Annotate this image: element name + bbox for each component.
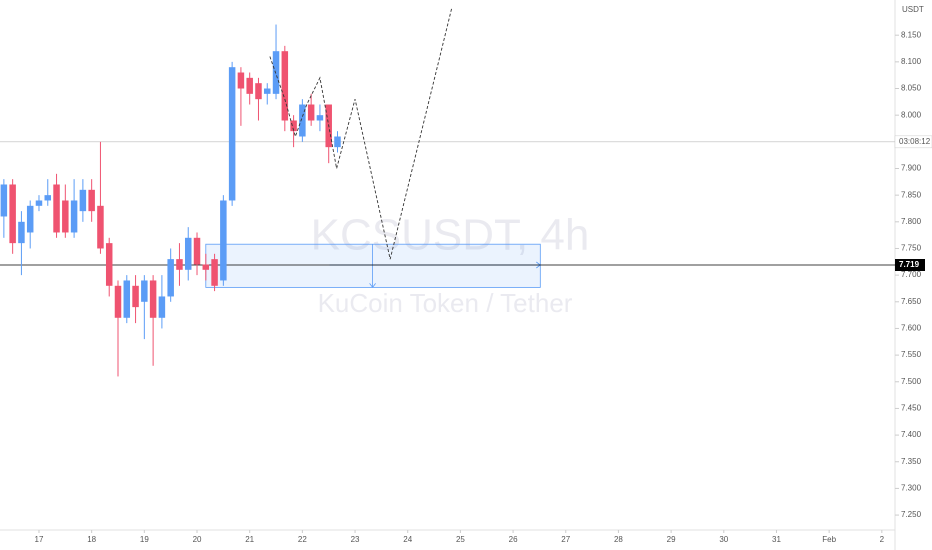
x-tick-label: 23 bbox=[351, 535, 360, 544]
candle-body bbox=[264, 88, 271, 94]
y-tick-label: 7.650 bbox=[901, 297, 922, 306]
x-tick-label: 31 bbox=[772, 535, 781, 544]
candle-body bbox=[167, 259, 174, 297]
y-tick-label: 7.350 bbox=[901, 457, 922, 466]
candle-body bbox=[281, 51, 289, 121]
price-label: 7.719 bbox=[899, 260, 920, 269]
candle-body bbox=[211, 259, 218, 286]
y-tick-label: 7.300 bbox=[901, 484, 922, 493]
x-tick-label: 19 bbox=[140, 535, 149, 544]
x-tick-label: 20 bbox=[193, 535, 202, 544]
x-tick-label: Feb bbox=[822, 535, 836, 544]
candle-body bbox=[97, 205, 104, 249]
candle-body bbox=[202, 264, 210, 270]
candle-body bbox=[132, 285, 139, 308]
x-tick-label: 25 bbox=[456, 535, 465, 544]
candle-body bbox=[35, 200, 43, 206]
countdown-box bbox=[894, 135, 932, 149]
y-tick-label: 7.750 bbox=[901, 244, 922, 253]
candle-body bbox=[149, 280, 157, 318]
y-tick-label: 7.600 bbox=[901, 324, 922, 333]
y-tick-label: 8.000 bbox=[901, 110, 922, 119]
candle-body bbox=[176, 259, 183, 270]
candle-body bbox=[272, 51, 280, 94]
candle-body bbox=[255, 83, 262, 100]
y-tick-label: 7.450 bbox=[901, 404, 922, 413]
x-tick-label: 21 bbox=[245, 535, 254, 544]
x-tick-label: 29 bbox=[667, 535, 676, 544]
y-tick-label: 8.150 bbox=[901, 30, 922, 39]
candle-body bbox=[18, 221, 25, 244]
projection-line bbox=[269, 8, 453, 260]
x-tick-label: 22 bbox=[298, 535, 307, 544]
x-tick-label: 26 bbox=[509, 535, 518, 544]
currency-label: USDT bbox=[902, 5, 924, 14]
x-tick-label: 30 bbox=[719, 535, 728, 544]
candle-body bbox=[228, 67, 236, 201]
y-tick-label: 7.800 bbox=[901, 217, 922, 226]
watermark-title: KCSUSDT, 4h bbox=[311, 211, 590, 260]
candle-body bbox=[26, 205, 34, 233]
candle-body bbox=[299, 104, 306, 137]
countdown-label: 03:08:12 bbox=[899, 137, 931, 146]
candle-body bbox=[114, 285, 122, 318]
y-tick-label: 7.550 bbox=[901, 350, 922, 359]
candle-body bbox=[158, 296, 166, 318]
x-tick-label: 24 bbox=[403, 535, 412, 544]
y-tick-label: 8.050 bbox=[901, 84, 922, 93]
candle-body bbox=[79, 189, 87, 212]
candle-body bbox=[62, 200, 69, 233]
x-tick-label: 2 bbox=[880, 535, 885, 544]
y-tick-label: 7.500 bbox=[901, 377, 922, 386]
candle-body bbox=[237, 72, 245, 89]
candle-body bbox=[53, 184, 60, 233]
y-tick-label: 7.250 bbox=[901, 510, 922, 519]
candle-body bbox=[9, 184, 16, 244]
candle-body bbox=[246, 77, 253, 94]
candle-body bbox=[334, 136, 341, 148]
y-tick-label: 7.850 bbox=[901, 190, 922, 199]
zone-arrow-head bbox=[369, 283, 376, 289]
candle-body bbox=[307, 104, 315, 121]
candle-body bbox=[193, 237, 201, 265]
candle-body bbox=[88, 189, 95, 212]
y-tick-label: 7.400 bbox=[901, 430, 922, 439]
y-tick-label: 7.700 bbox=[901, 270, 922, 279]
x-tick-label: 18 bbox=[87, 535, 96, 544]
candle-body bbox=[141, 280, 148, 302]
candle-body bbox=[290, 120, 297, 132]
candle-body bbox=[0, 184, 8, 217]
y-tick-label: 8.100 bbox=[901, 57, 922, 66]
candle-body bbox=[105, 243, 113, 286]
candle-body bbox=[44, 195, 52, 201]
y-tick-label: 7.900 bbox=[901, 164, 922, 173]
candle-body bbox=[70, 200, 78, 233]
candle-body bbox=[184, 237, 192, 270]
zone-box bbox=[205, 243, 541, 288]
candle-body bbox=[220, 200, 227, 281]
x-tick-label: 27 bbox=[561, 535, 570, 544]
watermark-subtitle: KuCoin Token / Tether bbox=[318, 288, 573, 318]
x-tick-label: 17 bbox=[35, 535, 44, 544]
candle-body bbox=[123, 280, 131, 318]
x-tick-label: 28 bbox=[614, 535, 623, 544]
price-label-box bbox=[895, 259, 925, 271]
candle-body bbox=[316, 115, 324, 121]
